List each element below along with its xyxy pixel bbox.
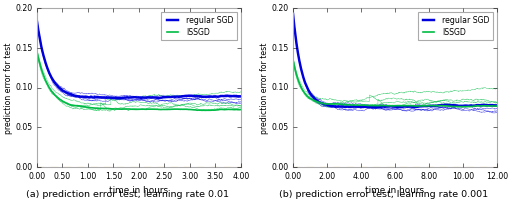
Legend: regular SGD, ISSGD: regular SGD, ISSGD [161, 12, 237, 40]
Text: (a) prediction error test, learning rate 0.01: (a) prediction error test, learning rate… [27, 190, 229, 199]
Legend: regular SGD, ISSGD: regular SGD, ISSGD [418, 12, 493, 40]
X-axis label: time in hours: time in hours [109, 186, 168, 195]
Y-axis label: prediction error for test: prediction error for test [260, 42, 269, 133]
Y-axis label: prediction error for test: prediction error for test [4, 42, 13, 133]
X-axis label: time in hours: time in hours [366, 186, 424, 195]
Text: (b) prediction error test, learning rate 0.001: (b) prediction error test, learning rate… [280, 190, 488, 199]
